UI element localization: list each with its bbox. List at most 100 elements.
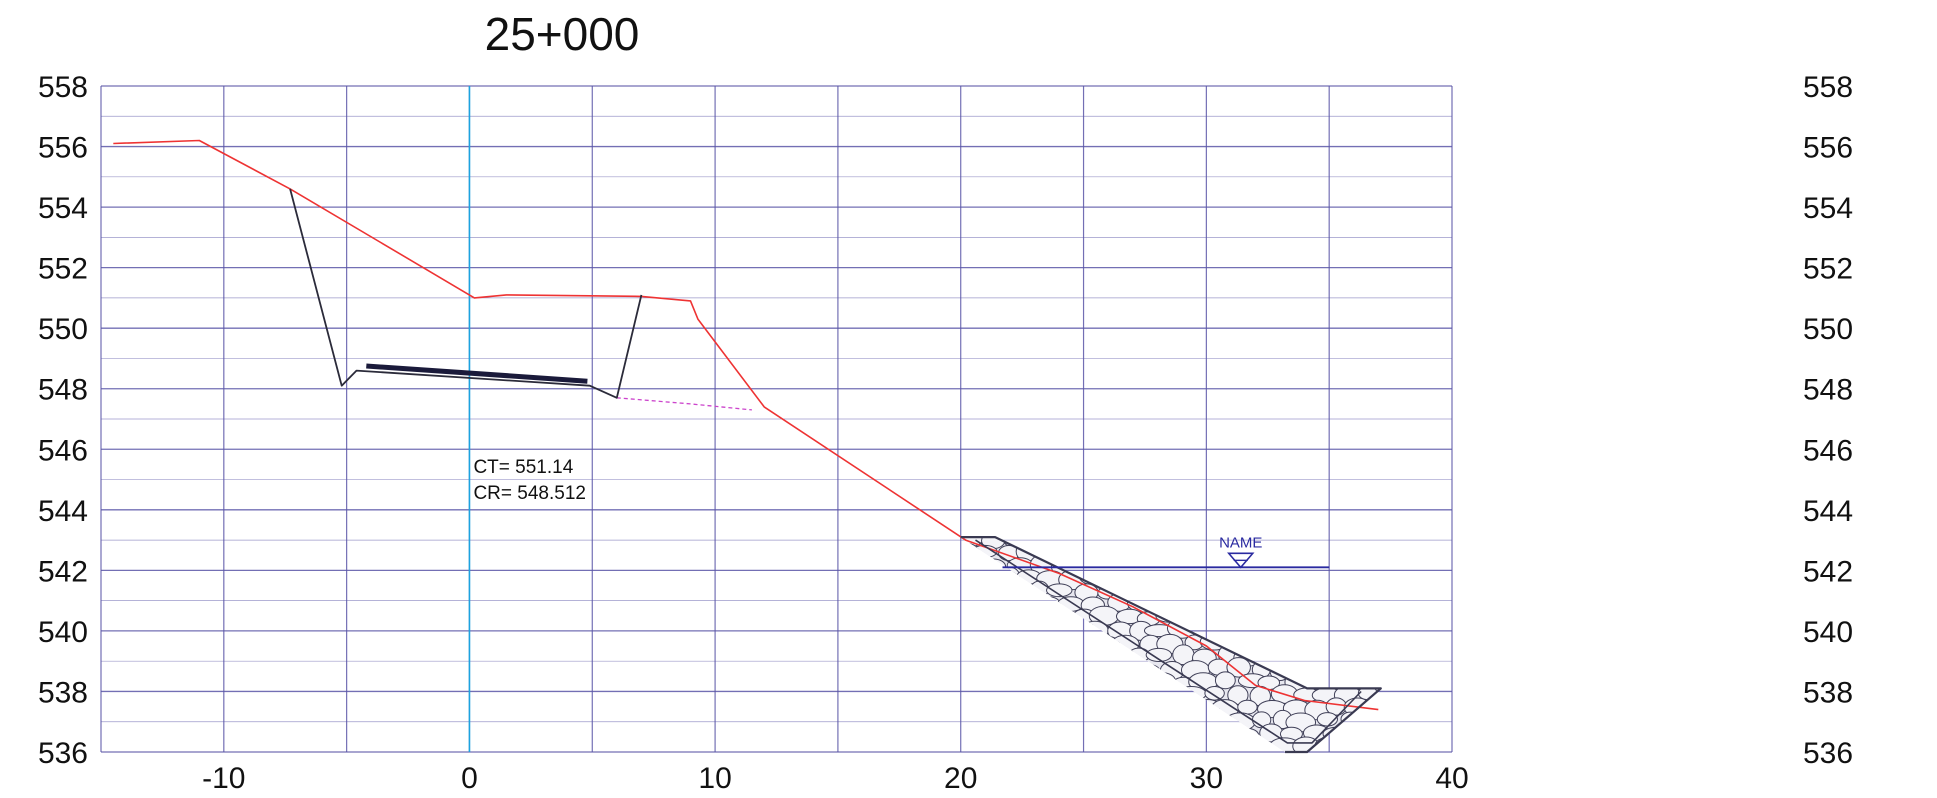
riprap-stone: [1356, 713, 1381, 728]
riprap-stone: [1110, 661, 1141, 680]
riprap-stone: [960, 723, 976, 745]
riprap-stone: [1156, 737, 1188, 752]
riprap-stone: [1312, 608, 1336, 624]
ct-annotation: CT= 551.14: [473, 457, 573, 478]
y-tick-label-left: 558: [38, 71, 88, 104]
riprap-stone: [1148, 543, 1170, 557]
riprap-stone: [1159, 687, 1180, 704]
riprap-stone: [1349, 727, 1374, 745]
riprap-stone: [1127, 568, 1150, 585]
riprap-stone: [1219, 621, 1240, 636]
riprap-stone: [1359, 608, 1381, 623]
riprap-stone: [1114, 739, 1140, 752]
riprap-stone: [1244, 580, 1270, 601]
riprap-stone: [1212, 568, 1239, 587]
riprap-stone: [1309, 635, 1338, 653]
riprap-stone: [960, 699, 977, 714]
riprap-stone: [1176, 686, 1207, 702]
riprap-stone: [961, 558, 987, 575]
riprap-stone: [1109, 671, 1130, 691]
riprap-stone: [1333, 661, 1364, 675]
riprap-stone: [1062, 541, 1087, 562]
y-tick-label-left: 538: [38, 676, 88, 709]
riprap-stone: [1081, 725, 1106, 742]
riprap-stone: [1138, 537, 1160, 549]
riprap-stone: [983, 739, 1004, 752]
riprap-stone: [1304, 594, 1332, 611]
riprap-stone: [1179, 537, 1203, 549]
riprap-stone: [1107, 728, 1127, 742]
section-lines: [113, 139, 1382, 754]
riprap-stone: [1004, 580, 1031, 599]
riprap-stone: [1269, 583, 1290, 598]
riprap-stone: [1034, 645, 1065, 665]
riprap-stone: [1246, 607, 1276, 627]
riprap-stone: [962, 712, 983, 732]
riprap-stone: [1348, 620, 1375, 639]
y-tick-label-right: 552: [1803, 253, 1853, 286]
riprap-stone: [1247, 556, 1269, 576]
riprap-stone: [1015, 648, 1044, 662]
riprap-stone: [1203, 554, 1226, 572]
riprap-outer-line: [960, 535, 1382, 754]
ground-line: [113, 139, 1379, 711]
riprap-stone: [1026, 537, 1054, 545]
y-tick-label-left: 548: [38, 374, 88, 407]
riprap-stone: [1374, 698, 1381, 717]
y-tick-label-right: 550: [1803, 313, 1853, 346]
riprap-stone: [1116, 537, 1141, 547]
riprap-stone: [1290, 607, 1316, 624]
riprap-stone: [1087, 541, 1109, 561]
riprap-stone: [1050, 636, 1075, 651]
riprap-stone: [1048, 537, 1076, 547]
riprap-stone: [963, 606, 986, 625]
riprap-stone: [1281, 594, 1304, 616]
riprap-stone: [1292, 635, 1319, 650]
riprap-stone: [1026, 610, 1058, 626]
y-tick-label-left: 546: [38, 434, 88, 467]
riprap-stone: [1046, 583, 1073, 598]
riprap-stone: [1124, 543, 1152, 564]
riprap-stone: [1156, 712, 1188, 727]
riprap-stone: [1129, 673, 1151, 692]
riprap-stone: [1071, 555, 1098, 577]
pavement-line: [366, 363, 588, 384]
y-tick-label-right: 544: [1803, 495, 1853, 528]
riprap-stone: [1004, 710, 1028, 731]
riprap-stone: [1181, 584, 1208, 599]
riprap-stone: [1335, 609, 1357, 625]
riprap-stone: [1049, 711, 1069, 727]
riprap-stone: [960, 649, 976, 666]
riprap-stone: [1107, 647, 1130, 665]
subgrade-line: [616, 397, 752, 411]
riprap-stone: [1322, 542, 1351, 561]
x-tick-label: 20: [944, 762, 977, 795]
riprap-stone: [1365, 728, 1381, 744]
riprap-stone: [1075, 537, 1097, 548]
riprap-stone: [1214, 671, 1236, 690]
y-tick-label-right: 542: [1803, 555, 1853, 588]
riprap-stone: [1151, 700, 1176, 719]
riprap-stone: [1069, 631, 1094, 652]
riprap-stone: [1170, 570, 1193, 588]
riprap-stone: [1181, 712, 1202, 728]
y-tick-label-left: 544: [38, 495, 88, 528]
riprap-stone: [1122, 722, 1152, 742]
riprap-stone: [1228, 636, 1249, 652]
water-level-marker: NAME: [1219, 534, 1262, 569]
riprap-stone: [1256, 568, 1283, 585]
riprap-stone: [1002, 631, 1030, 652]
riprap-stone: [1040, 702, 1066, 718]
section-title: 25+000: [485, 8, 640, 60]
riprap-stone: [1213, 594, 1237, 613]
riprap-stone: [1288, 537, 1319, 547]
riprap-stone: [1107, 570, 1129, 590]
riprap-stone: [1037, 725, 1068, 745]
riprap-stone: [1146, 672, 1176, 689]
riprap-inner-line: [975, 539, 1362, 744]
riprap-stone: [1368, 621, 1381, 636]
riprap-stone: [1181, 556, 1209, 571]
y-tick-label-right: 536: [1803, 737, 1853, 770]
riprap-stone: [1204, 686, 1225, 701]
